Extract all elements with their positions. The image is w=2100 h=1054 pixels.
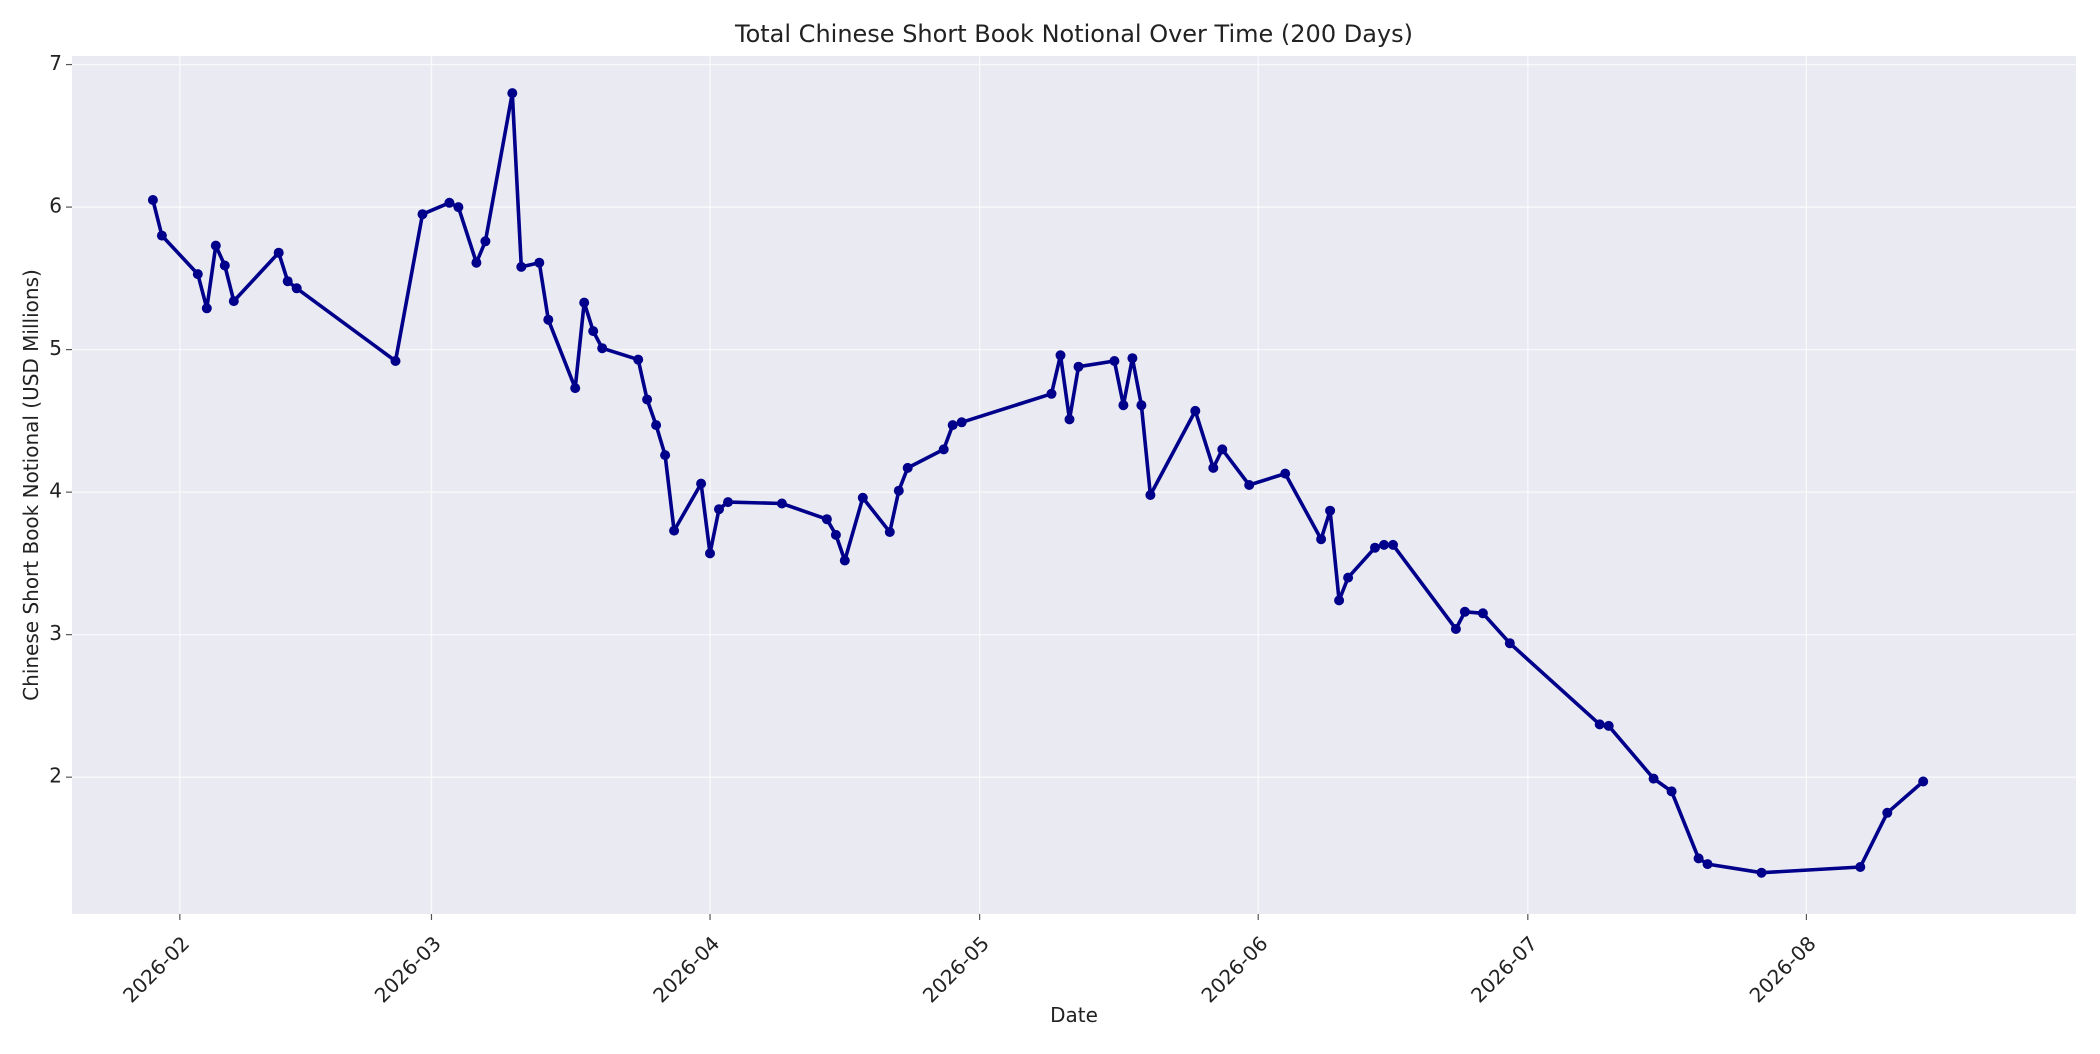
data-point (228, 296, 239, 307)
chart-title: Total Chinese Short Book Notional Over T… (734, 20, 1413, 48)
data-point (390, 356, 401, 366)
data-point (444, 197, 455, 208)
data-point (1504, 638, 1515, 649)
y-axis-label: Chinese Short Book Notional (USD Million… (19, 269, 43, 701)
data-point (1127, 353, 1138, 364)
data-point (192, 269, 203, 280)
data-point (282, 276, 293, 287)
data-point (660, 450, 671, 461)
data-point (1109, 356, 1120, 366)
data-point (1648, 773, 1659, 784)
y-tick-label: 3 (49, 621, 62, 645)
data-point (480, 236, 491, 247)
data-point (1334, 595, 1345, 606)
data-point (956, 417, 967, 428)
data-point (570, 383, 581, 394)
data-point (1756, 867, 1767, 878)
data-point (651, 420, 662, 431)
y-tick-label: 5 (49, 336, 62, 360)
data-point (1450, 624, 1461, 634)
data-point (1882, 807, 1893, 818)
data-point (273, 247, 284, 258)
data-point (1280, 468, 1291, 479)
data-point (588, 326, 599, 337)
x-axis-label: Date (1050, 1003, 1098, 1027)
grid (72, 56, 2076, 914)
plot-area (72, 56, 2076, 914)
data-point (1145, 490, 1156, 500)
data-point (579, 297, 590, 308)
data-point (1073, 361, 1084, 372)
data-point (642, 394, 653, 405)
data-point (1702, 859, 1713, 870)
data-point (633, 354, 644, 365)
data-point (893, 485, 904, 496)
data-point (1855, 862, 1866, 872)
data-point (1316, 534, 1327, 545)
data-point (534, 257, 545, 268)
data-point (776, 498, 787, 509)
data-point (1693, 853, 1704, 864)
data-point (839, 555, 850, 566)
data-point (1118, 400, 1129, 411)
y-tick-label: 7 (49, 51, 62, 75)
data-point (1666, 786, 1677, 797)
data-point (210, 240, 221, 251)
data-point (1064, 414, 1075, 425)
data-point (291, 283, 302, 294)
series-layer (147, 88, 1929, 878)
data-point (857, 492, 868, 503)
data-point (705, 548, 715, 559)
data-point (471, 257, 482, 268)
y-tick-label: 6 (49, 194, 62, 218)
data-point (1603, 720, 1614, 731)
data-point (1217, 444, 1228, 455)
data-point (201, 303, 212, 314)
data-point (1208, 462, 1219, 473)
data-point (453, 202, 464, 213)
data-point (884, 527, 895, 537)
data-point (417, 209, 428, 220)
data-point (219, 260, 230, 271)
data-point (938, 444, 949, 455)
data-point (1370, 542, 1380, 553)
data-point (714, 504, 724, 515)
data-point (516, 261, 527, 272)
data-point (1190, 405, 1201, 416)
data-point (947, 420, 958, 431)
data-point (830, 529, 841, 540)
data-point (902, 462, 913, 473)
y-tick-label: 2 (49, 764, 62, 788)
y-tick-label: 4 (49, 479, 62, 503)
data-point (1918, 776, 1929, 787)
data-point (1477, 608, 1488, 619)
data-point (1046, 388, 1057, 399)
data-point (669, 525, 680, 536)
data-point (723, 497, 733, 508)
data-point (1325, 505, 1336, 516)
data-point (147, 195, 158, 205)
data-point (821, 514, 832, 525)
data-point (597, 343, 608, 354)
data-point (1459, 606, 1470, 617)
data-point (543, 314, 554, 325)
data-point (1343, 572, 1354, 583)
data-point (1594, 719, 1605, 730)
data-point (507, 88, 518, 99)
data-point (1388, 539, 1398, 550)
data-point (1379, 539, 1389, 550)
data-point (156, 230, 167, 241)
data-point (1055, 350, 1066, 361)
data-point (1136, 400, 1147, 411)
data-point (696, 478, 707, 489)
data-point (1244, 480, 1255, 490)
